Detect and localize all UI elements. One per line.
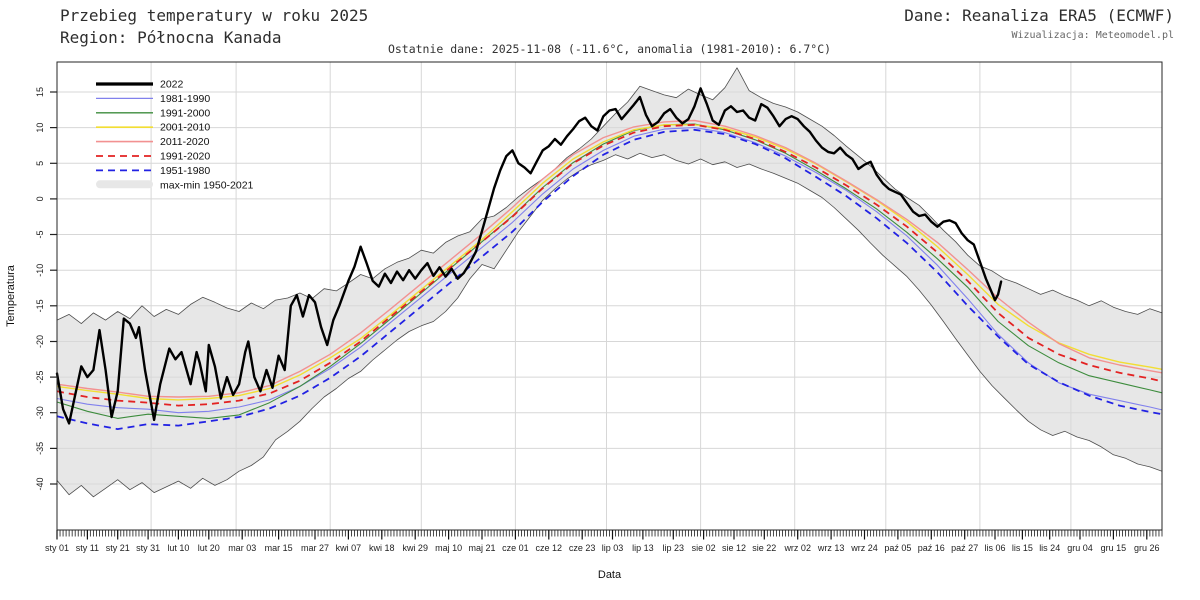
legend-item-1981-1990: 1981-1990 bbox=[96, 93, 210, 105]
series-2022-line bbox=[55, 87, 1003, 425]
svg-text:lut 20: lut 20 bbox=[198, 543, 220, 553]
svg-text:wrz 13: wrz 13 bbox=[817, 543, 845, 553]
svg-text:-5: -5 bbox=[35, 230, 45, 238]
svg-text:2011-2020: 2011-2020 bbox=[160, 136, 210, 148]
svg-text:1981-1990: 1981-1990 bbox=[160, 93, 210, 105]
svg-text:lis 15: lis 15 bbox=[1012, 543, 1033, 553]
svg-text:sie 02: sie 02 bbox=[692, 543, 716, 553]
svg-text:maj 21: maj 21 bbox=[468, 543, 495, 553]
series-1981-1990 bbox=[56, 127, 1163, 414]
svg-text:gru 15: gru 15 bbox=[1101, 543, 1127, 553]
minmax-band bbox=[56, 67, 1163, 498]
svg-text:wrz 02: wrz 02 bbox=[783, 543, 811, 553]
visualization-credit: Wizualizacja: Meteomodel.pl bbox=[1011, 30, 1174, 41]
legend-item-2022: 2022 bbox=[96, 79, 184, 91]
chart-title: Przebieg temperatury w roku 2025 bbox=[60, 6, 369, 25]
svg-text:1991-2020: 1991-2020 bbox=[160, 151, 210, 163]
svg-text:sty 31: sty 31 bbox=[136, 543, 160, 553]
svg-text:2022: 2022 bbox=[160, 79, 184, 91]
series-1951-1980 bbox=[56, 128, 1163, 430]
plot-border bbox=[56, 61, 1163, 531]
svg-text:mar 03: mar 03 bbox=[228, 543, 256, 553]
svg-text:maj 10: maj 10 bbox=[435, 543, 462, 553]
svg-text:cze 01: cze 01 bbox=[502, 543, 529, 553]
svg-text:mar 15: mar 15 bbox=[265, 543, 293, 553]
svg-text:kwi 07: kwi 07 bbox=[336, 543, 362, 553]
chart-title-block: Przebieg temperatury w roku 2025 Region:… bbox=[60, 5, 368, 49]
y-axis-title: Temperatura bbox=[5, 264, 17, 327]
legend-item-1951-1980: 1951-1980 bbox=[96, 165, 210, 177]
legend-item-2011-2020: 2011-2020 bbox=[96, 136, 210, 148]
svg-text:gru 26: gru 26 bbox=[1134, 543, 1160, 553]
svg-text:-35: -35 bbox=[35, 442, 45, 455]
svg-text:lip 23: lip 23 bbox=[663, 543, 685, 553]
legend-item-1991-2000: 1991-2000 bbox=[96, 107, 210, 119]
x-axis: sty 01 sty 11 sty 21 sty 31 lut 10 lut 20 mar … bbox=[45, 530, 1163, 581]
svg-text:lip 03: lip 03 bbox=[602, 543, 624, 553]
svg-text:cze 12: cze 12 bbox=[536, 543, 563, 553]
svg-text:-15: -15 bbox=[35, 299, 45, 312]
svg-text:10: 10 bbox=[35, 123, 45, 133]
svg-text:1951-1980: 1951-1980 bbox=[160, 165, 210, 177]
svg-text:-20: -20 bbox=[35, 335, 45, 348]
legend-item-2001-2010: 2001-2010 bbox=[96, 122, 210, 134]
svg-text:paź 27: paź 27 bbox=[951, 543, 978, 553]
series-2001-2010 bbox=[56, 124, 1163, 401]
svg-text:paź 05: paź 05 bbox=[884, 543, 911, 553]
data-source-block: Dane: Reanaliza ERA5 (ECMWF) Wizualizacj… bbox=[904, 5, 1174, 41]
last-data-subtitle: Ostatnie dane: 2025-11-08 (-11.6°C, anom… bbox=[387, 42, 832, 56]
svg-text:15: 15 bbox=[35, 87, 45, 97]
svg-text:sty 11: sty 11 bbox=[76, 543, 99, 553]
svg-text:gru 04: gru 04 bbox=[1067, 543, 1093, 553]
svg-text:paź 16: paź 16 bbox=[918, 543, 945, 553]
svg-text:sie 12: sie 12 bbox=[722, 543, 746, 553]
svg-text:lip 13: lip 13 bbox=[632, 543, 654, 553]
series-1991-2000 bbox=[56, 123, 1163, 419]
svg-text:-30: -30 bbox=[35, 406, 45, 419]
svg-text:-40: -40 bbox=[35, 477, 45, 490]
svg-text:lut 10: lut 10 bbox=[167, 543, 189, 553]
legend-item-1991-2020: 1991-2020 bbox=[96, 151, 210, 163]
svg-text:1991-2000: 1991-2000 bbox=[160, 107, 210, 119]
svg-text:sie 22: sie 22 bbox=[752, 543, 776, 553]
data-source: Dane: Reanaliza ERA5 (ECMWF) bbox=[904, 6, 1174, 25]
legend-item-max-min-1950-2021: max-min 1950-2021 bbox=[96, 179, 254, 191]
svg-text:sty 01: sty 01 bbox=[45, 543, 69, 553]
svg-text:sty 21: sty 21 bbox=[106, 543, 130, 553]
svg-text:0: 0 bbox=[35, 196, 45, 201]
svg-text:kwi 18: kwi 18 bbox=[369, 543, 395, 553]
x-axis-title: Data bbox=[598, 569, 622, 581]
svg-text:-10: -10 bbox=[35, 264, 45, 277]
svg-text:-25: -25 bbox=[35, 371, 45, 384]
series-1991-2020 bbox=[56, 123, 1163, 407]
svg-text:cze 23: cze 23 bbox=[569, 543, 596, 553]
svg-text:kwi 29: kwi 29 bbox=[402, 543, 428, 553]
legend: 2022 1981-1990 1991-2000 2001-2010 2011-2020… bbox=[96, 79, 254, 191]
svg-text:lis 24: lis 24 bbox=[1039, 543, 1060, 553]
svg-text:lis 06: lis 06 bbox=[984, 543, 1005, 553]
y-axis: 15 10 5 0 -5 -10 -15 -20 -25 -30 -35 -40 Temperatura bbox=[5, 87, 57, 491]
svg-text:mar 27: mar 27 bbox=[301, 543, 329, 553]
svg-text:max-min 1950-2021: max-min 1950-2021 bbox=[160, 179, 254, 191]
chart-region: Region: Północna Kanada bbox=[60, 28, 282, 47]
svg-text:2001-2010: 2001-2010 bbox=[160, 122, 210, 134]
svg-text:wrz 24: wrz 24 bbox=[850, 543, 878, 553]
svg-text:5: 5 bbox=[35, 161, 45, 166]
